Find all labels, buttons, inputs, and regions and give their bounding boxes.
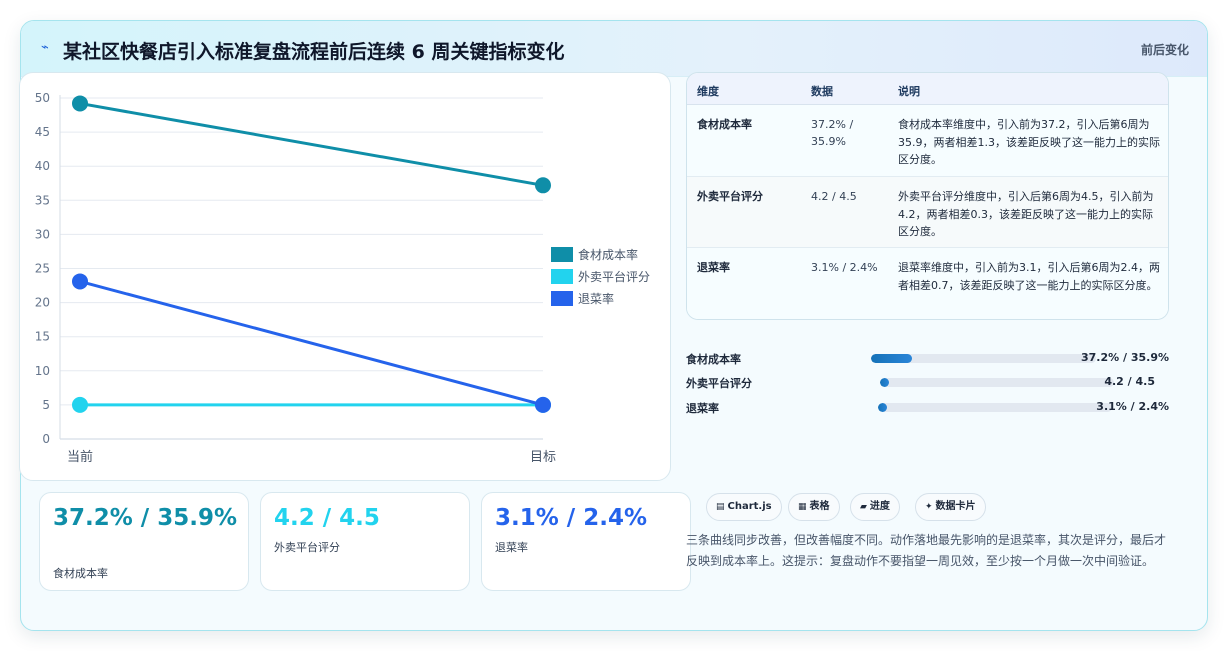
kpi-card-return-rate: 3.1% / 2.4% 退菜率: [481, 492, 691, 591]
y-tick-label: 20: [35, 296, 50, 310]
sparkle-icon: ✦: [925, 502, 933, 512]
cell-dimension: 退菜率: [697, 261, 730, 274]
kpi-label: 外卖平台评分: [274, 541, 340, 554]
kpi-value: 37.2% / 35.9%: [53, 505, 237, 531]
line-chart-panel: 0 5 10 15 20 25 30 35 40 45 50 当前 目标 食材成本率外卖平台评分 退菜率: [19, 72, 671, 481]
header-tag: 前后变化: [1140, 43, 1189, 57]
chip-label: 进度: [869, 501, 890, 512]
column-header: 说明: [898, 85, 920, 98]
kpi-label: 食材成本率: [53, 567, 108, 580]
insight-note: 三条曲线同步改善，但改善幅度不同。动作落地最先影响的是退菜率，其次是评分，最后才…: [686, 533, 1167, 568]
chip-label: 表格: [809, 501, 830, 512]
chip-chartjs[interactable]: ▤ Chart.js: [706, 493, 782, 521]
progress-value: 37.2% / 35.9%: [1081, 351, 1169, 364]
y-tick-label: 0: [42, 432, 50, 446]
cell-dimension: 外卖平台评分: [697, 190, 763, 203]
data-point: [535, 177, 551, 194]
x-tick-label: 目标: [530, 450, 556, 465]
progress-track: [880, 378, 1114, 387]
chip-label: Chart.js: [727, 501, 772, 512]
progress-row-return-rate: 退菜率 3.1% / 2.4%: [686, 399, 1169, 417]
y-tick-label: 50: [35, 91, 50, 105]
x-tick-label: 当前: [67, 449, 93, 465]
progress-fill: [880, 378, 890, 387]
y-tick-label: 30: [35, 227, 50, 241]
kpi-value: 4.2 / 4.5: [274, 505, 380, 531]
series-line: [79, 101, 544, 187]
progress-row-food-cost: 食材成本率 37.2% / 35.9%: [686, 350, 1169, 368]
table-icon: ▦: [798, 502, 807, 512]
table-row: 外卖平台评分 4.2 / 4.5 外卖平台评分维度中，引入后第6周为4.5，引入…: [687, 177, 1168, 248]
table-header: 维度 数据 说明: [687, 73, 1168, 105]
y-tick-label: 25: [35, 262, 50, 276]
y-tick-label: 15: [35, 330, 50, 344]
table-row: 退菜率 3.1% / 2.4% 退菜率维度中，引入前为3.1，引入后第6周为2.…: [687, 248, 1168, 319]
legend-swatch: [551, 291, 573, 306]
y-tick-label: 45: [35, 125, 50, 139]
chip-progress[interactable]: ▰ 进度: [850, 493, 900, 521]
chip-data-card[interactable]: ✦ 数据卡片: [915, 493, 986, 521]
kpi-card-rating: 4.2 / 4.5 外卖平台评分: [260, 492, 470, 591]
y-tick-label: 40: [35, 159, 50, 173]
progress-value: 4.2 / 4.5: [1104, 375, 1155, 388]
page-title: 某社区快餐店引入标准复盘流程前后连续 6 周关键指标变化: [63, 41, 565, 63]
chip-table[interactable]: ▦ 表格: [788, 493, 840, 521]
progress-label: 食材成本率: [686, 353, 741, 366]
y-tick-label: 5: [42, 398, 50, 412]
progress-row-rating: 外卖平台评分 4.2 / 4.5: [686, 374, 1169, 392]
series-line: [79, 280, 544, 407]
kpi-label: 退菜率: [495, 541, 528, 554]
y-tick-label: 35: [35, 193, 50, 207]
data-point: [72, 95, 88, 112]
y-tick-label: 10: [35, 364, 50, 378]
progress-fill: [878, 403, 888, 412]
legend-label: 退菜率: [578, 291, 614, 306]
lightning-icon: ⌁: [41, 40, 49, 55]
progress-track: [871, 354, 1096, 363]
cell-note: 退菜率维度中，引入前为3.1，引入后第6周为2.4，两者相差0.7，该差距反映了…: [898, 261, 1160, 292]
progress-label: 退菜率: [686, 402, 719, 415]
column-header: 维度: [697, 85, 719, 98]
chart-icon: ▤: [716, 502, 725, 512]
cell-data: 3.1% / 2.4%: [811, 261, 878, 274]
cell-data: 37.2% / 35.9%: [811, 118, 854, 148]
data-point: [72, 273, 88, 290]
data-point: [72, 396, 88, 413]
cell-note: 食材成本率维度中，引入前为37.2，引入后第6周为35.9，两者相差1.3，该差…: [898, 118, 1160, 166]
legend-swatch: [551, 247, 573, 262]
cell-dimension: 食材成本率: [697, 118, 752, 131]
legend-label: 外卖平台评分: [578, 269, 650, 284]
chip-label: 数据卡片: [935, 501, 976, 512]
progress-icon: ▰: [860, 502, 867, 512]
data-point: [535, 396, 551, 413]
cell-data: 4.2 / 4.5: [811, 190, 857, 203]
cell-note: 外卖平台评分维度中，引入后第6周为4.5，引入前为4.2，两者相差0.3，该差距…: [898, 190, 1154, 238]
kpi-card-food-cost: 37.2% / 35.9% 食材成本率: [39, 492, 249, 591]
metrics-table: 维度 数据 说明 食材成本率 37.2% / 35.9% 食材成本率维度中，引入…: [686, 72, 1169, 320]
progress-label: 外卖平台评分: [686, 377, 752, 390]
header-bar: ⌁ 某社区快餐店引入标准复盘流程前后连续 6 周关键指标变化 前后变化: [21, 21, 1207, 77]
legend-swatch: [551, 269, 573, 284]
legend-label: 食材成本率: [578, 247, 638, 262]
table-row: 食材成本率 37.2% / 35.9% 食材成本率维度中，引入前为37.2，引入…: [687, 105, 1168, 177]
column-header: 数据: [811, 85, 833, 98]
progress-track: [878, 403, 1112, 412]
kpi-value: 3.1% / 2.4%: [495, 505, 647, 531]
progress-fill: [871, 354, 912, 363]
progress-value: 3.1% / 2.4%: [1096, 400, 1169, 413]
